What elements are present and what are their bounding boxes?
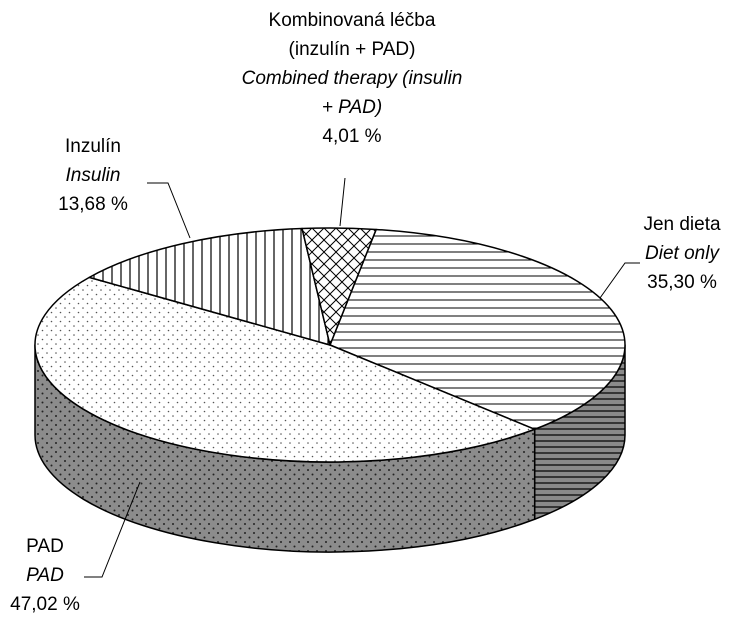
- label: Inzulín Insulin 13,68 %: [40, 132, 146, 219]
- value-label: 4,01 %: [322, 126, 382, 147]
- value-label: 47,02 %: [10, 594, 80, 615]
- category-en: Insulin: [65, 165, 121, 186]
- label: PAD PAD 47,02 %: [0, 532, 90, 619]
- category-en: Diet only: [645, 243, 719, 264]
- category: Inzulín: [65, 136, 121, 157]
- category-en: Combined therapy (insulin + PAD): [241, 68, 463, 118]
- leader-line: [84, 481, 141, 578]
- slice: [88, 227, 331, 346]
- slice: [34, 276, 536, 463]
- label: Kombinovaná léčba (inzulín + PAD) Combin…: [237, 6, 467, 151]
- label: Jen dieta Diet only 35,30 %: [642, 210, 722, 297]
- value-label: 13,68 %: [58, 194, 128, 215]
- slice: [301, 227, 377, 346]
- leader-line: [147, 182, 191, 239]
- leader-lines: [84, 177, 640, 578]
- category-en: PAD: [26, 565, 64, 586]
- leader-line: [339, 177, 346, 227]
- slice: [329, 228, 626, 431]
- category: Jen dieta: [643, 214, 721, 235]
- category: PAD: [26, 536, 64, 557]
- leader-line: [599, 262, 640, 299]
- pie: [34, 227, 626, 553]
- value-label: 35,30 %: [647, 272, 717, 293]
- category: Kombinovaná léčba (inzulín + PAD): [268, 10, 436, 60]
